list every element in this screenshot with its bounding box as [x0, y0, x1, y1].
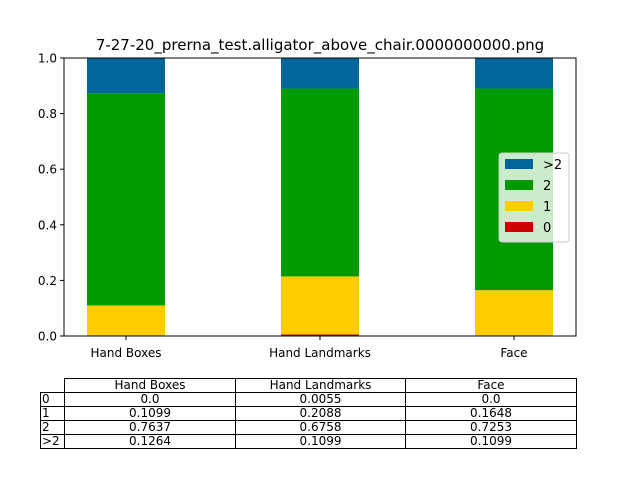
table-cell: 0.1099: [64, 406, 236, 421]
table-row: 0 0.0 0.0055 0.0: [40, 392, 577, 407]
table-cell: 0.0055: [235, 392, 406, 407]
y-tick-label: 0.8: [38, 107, 57, 121]
table-cell: 0.7637: [64, 420, 236, 435]
bar-segment: [475, 290, 553, 336]
chart-title: 7-27-20_prerna_test.alligator_above_chai…: [96, 36, 544, 55]
table-cell: 0.0: [64, 392, 236, 407]
table-cell: 0.6758: [235, 420, 406, 435]
table-row: 1 0.1099 0.2088 0.1648: [40, 406, 577, 421]
table-corner-cell: [41, 379, 65, 393]
table-cell: 0.1264: [64, 434, 236, 449]
bar-segment: [475, 58, 553, 89]
y-tick-label: 0.0: [38, 330, 57, 344]
table-column-header: Hand Landmarks: [235, 378, 406, 393]
x-tick-label: Face: [500, 346, 527, 360]
legend-swatch: [505, 222, 533, 232]
legend-label: >2: [543, 158, 562, 173]
x-tick-label: Hand Landmarks: [269, 346, 371, 360]
table-cell: 0.2088: [235, 406, 406, 421]
table-cell: 0.1099: [235, 434, 406, 449]
y-tick-label: 0.6: [38, 163, 57, 177]
table-cell: 0.1648: [405, 406, 577, 421]
table-row-label: 1: [40, 406, 65, 421]
bar-segment: [281, 276, 359, 335]
legend-label: 0: [543, 221, 551, 236]
legend-label: 1: [543, 200, 551, 215]
table-row-label: 0: [40, 392, 65, 407]
bar-segment: [281, 334, 359, 336]
table-column-header: Hand Boxes: [64, 378, 236, 393]
legend-swatch: [505, 180, 533, 190]
table-cell: 0.0: [405, 392, 577, 407]
bar-segment: [281, 88, 359, 277]
bar-segment: [281, 58, 359, 89]
y-tick-label: 0.4: [38, 218, 57, 232]
table-cell: 0.1099: [405, 434, 577, 449]
table-column-header: Face: [405, 378, 577, 393]
table-cell: 0.7253: [405, 420, 577, 435]
y-tick-label: 0.2: [38, 274, 57, 288]
bar-segment: [87, 93, 165, 306]
x-tick-label: Hand Boxes: [91, 346, 162, 360]
table-row: >2 0.1264 0.1099 0.1099: [40, 434, 577, 449]
bar-segment: [87, 58, 165, 94]
table-row-label: >2: [40, 434, 65, 449]
legend-swatch: [505, 201, 533, 211]
legend-box: [498, 152, 570, 243]
y-tick-label: 1.0: [38, 52, 57, 66]
table-header-row: Hand Boxes Hand Landmarks Face: [41, 378, 577, 393]
bar-segment: [87, 305, 165, 336]
stacked-bar-chart: 7-27-20_prerna_test.alligator_above_chai…: [38, 36, 577, 360]
data-table: Hand Boxes Hand Landmarks Face 0 0.0 0.0055 0.…: [40, 378, 577, 449]
table-row-label: 2: [40, 420, 65, 435]
legend-swatch: [505, 159, 533, 169]
table-row: 2 0.7637 0.6758 0.7253: [40, 420, 577, 435]
legend-label: 2: [543, 179, 551, 194]
